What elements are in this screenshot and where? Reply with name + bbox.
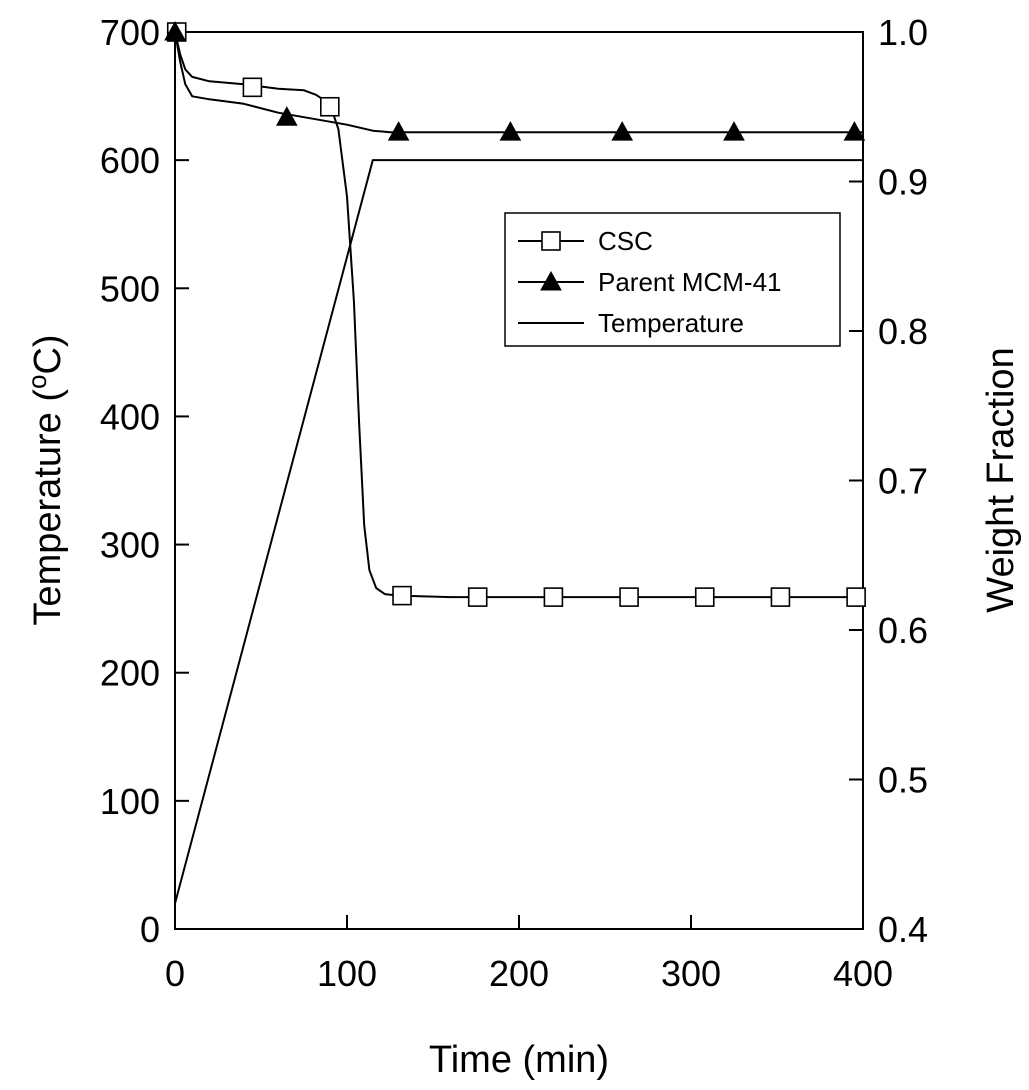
legend-csc-label: CSC	[598, 226, 653, 256]
legend: CSC Parent MCM-41 Temperature	[504, 212, 841, 347]
csc-point	[543, 587, 564, 607]
parent-mcm-41-line	[174, 31, 863, 134]
axis-ticks	[174, 31, 864, 930]
y-left-tick-label: 700	[100, 12, 160, 53]
temperature-line	[174, 159, 863, 904]
parent-mcm-41-point	[387, 121, 410, 141]
legend-temperature-label: Temperature	[598, 308, 744, 338]
csc-point	[619, 587, 639, 607]
y-left-title-sup: o	[22, 375, 52, 389]
x-tick-label: 300	[661, 953, 721, 994]
parent-mcm-41-point	[843, 121, 866, 141]
x-axis-title: Time (min)	[429, 1039, 609, 1081]
y-right-tick-label: 0.5	[878, 760, 928, 801]
csc-point	[392, 585, 412, 606]
y-right-tick-label: 1.0	[878, 12, 928, 53]
series-markers	[164, 20, 866, 607]
legend-entries: CSC Parent MCM-41 Temperature	[518, 226, 782, 338]
y-left-tick-label: 300	[100, 525, 160, 566]
series-lines	[174, 31, 863, 904]
csc-point	[467, 587, 488, 607]
parent-mcm-41-point	[275, 106, 298, 126]
y-left-tick-label: 100	[100, 781, 160, 822]
legend-parent-mcm-41-label: Parent MCM-41	[598, 267, 782, 297]
csc-point	[242, 77, 263, 98]
parent-mcm-41-point	[723, 121, 745, 141]
parent-mcm-41-point	[499, 121, 522, 141]
y-left-tick-label: 200	[100, 653, 160, 694]
y-right-tick-label: 0.7	[878, 461, 928, 502]
csc-point	[846, 587, 866, 607]
parent-mcm-41-point	[611, 121, 634, 141]
y-right-tick-label: 0.9	[878, 162, 928, 203]
y-left-title-prefix: Temperature (	[27, 389, 69, 626]
legend-parent-mcm-41-marker	[540, 270, 562, 291]
csc-point	[770, 587, 791, 607]
y-left-tick-label: 500	[100, 268, 160, 309]
csc-line	[174, 31, 863, 599]
csc-point	[319, 96, 340, 117]
x-tick-label: 100	[317, 953, 377, 994]
x-tick-label: 200	[489, 953, 549, 994]
y-axis-left-title: Temperature (oC)	[22, 334, 69, 625]
y-left-tick-label: 600	[100, 140, 160, 181]
y-axis-right-title: Weight Fraction	[980, 347, 1022, 612]
y-right-tick-label: 0.4	[878, 909, 928, 950]
parent-mcm-41-point	[164, 20, 186, 41]
y-right-tick-label: 0.8	[878, 311, 928, 352]
axis-tick-labels: 0 100 200 300 400 0 100 200 300 400 500 600 700 0.4 0.…	[100, 12, 928, 994]
y-left-title-suffix: C)	[27, 334, 69, 374]
y-left-tick-label: 0	[140, 909, 160, 950]
x-tick-label: 0	[165, 953, 185, 994]
y-right-tick-label: 0.6	[878, 610, 928, 651]
y-left-tick-label: 400	[100, 396, 160, 437]
csc-point	[694, 587, 715, 607]
plot-frame	[174, 31, 864, 930]
x-tick-label: 400	[833, 953, 893, 994]
legend-csc-marker	[541, 231, 561, 251]
